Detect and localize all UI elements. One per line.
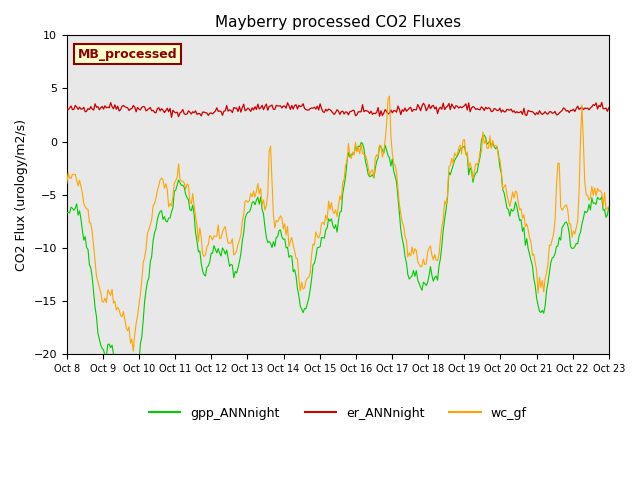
Title: Mayberry processed CO2 Fluxes: Mayberry processed CO2 Fluxes <box>215 15 461 30</box>
Legend: gpp_ANNnight, er_ANNnight, wc_gf: gpp_ANNnight, er_ANNnight, wc_gf <box>144 402 532 425</box>
Text: MB_processed: MB_processed <box>77 48 177 60</box>
Y-axis label: CO2 Flux (urology/m2/s): CO2 Flux (urology/m2/s) <box>15 119 28 271</box>
